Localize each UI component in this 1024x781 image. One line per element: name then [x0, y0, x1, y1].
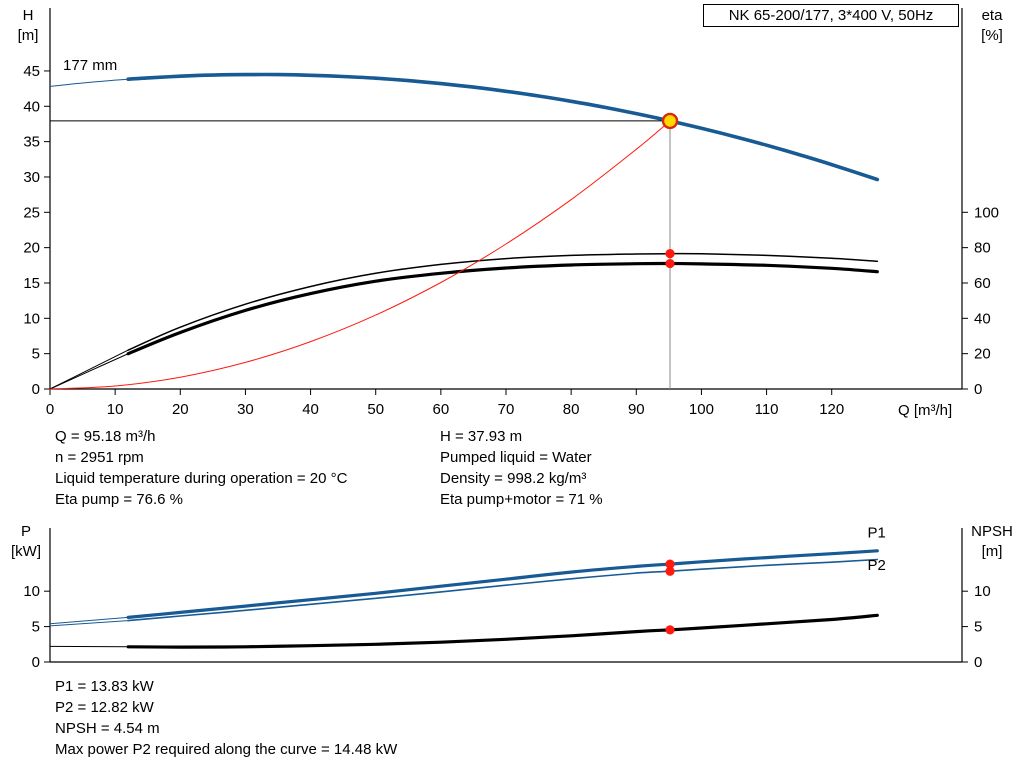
npsh-point — [665, 625, 675, 635]
pump-designation-box: NK 65-200/177, 3*400 V, 50Hz — [703, 4, 959, 27]
info-max-power: Max power P2 required along the curve = … — [55, 741, 398, 758]
qh-right-tick-label: 100 — [974, 204, 999, 221]
power-right-tick-label: 5 — [974, 619, 982, 636]
npsh-axis-label: NPSH — [971, 523, 1013, 540]
power-info: P1 = 13.83 kW P2 = 12.82 kW NPSH = 4.54 … — [55, 676, 397, 760]
eta-pump — [127, 252, 879, 351]
h-axis-unit: [m] — [17, 27, 39, 44]
power-right-tick-label: 10 — [974, 583, 991, 600]
info-liquid-temperature: Liquid temperature during operation = 20… — [55, 470, 348, 487]
power-left-tick-label: 10 — [23, 583, 40, 600]
info-head: H = 37.93 m — [440, 428, 523, 445]
qh-left-tick-label: 0 — [32, 381, 40, 398]
qh-x-tick-label: 30 — [237, 401, 254, 418]
info-eta-pump-motor: Eta pump+motor = 71 % — [440, 491, 603, 508]
p-axis-label: P — [20, 523, 31, 540]
npsh-axis-title: NPSH [m] — [964, 522, 1020, 562]
qh-right-tick-label: 0 — [974, 381, 982, 398]
p2-curve-thin — [49, 620, 129, 627]
qh-left-tick-label: 40 — [23, 98, 40, 115]
info-pumped-liquid: Pumped liquid = Water — [440, 449, 592, 466]
duty-info-right: H = 37.93 m Pumped liquid = Water Densit… — [440, 426, 603, 510]
qh-x-tick-label: 110 — [755, 401, 779, 418]
p1-curve — [126, 549, 879, 619]
info-speed: n = 2951 rpm — [55, 449, 144, 466]
info-npsh: NPSH = 4.54 m — [55, 720, 160, 737]
eta-pump-point — [665, 249, 675, 259]
qh-left-tick-label: 30 — [23, 169, 40, 186]
qh-x-tick-label: 80 — [563, 401, 580, 418]
qh-x-tick-label: 100 — [689, 401, 714, 418]
info-p1: P1 = 13.83 kW — [55, 678, 154, 695]
p1-curve-thin — [49, 616, 129, 625]
p-axis-title: P [kW] — [4, 522, 48, 562]
p1-point — [665, 559, 675, 569]
pump-curve-177mm-thin — [49, 78, 129, 87]
qh-x-tick-label: 20 — [172, 401, 189, 418]
p2-label: P2 — [868, 557, 886, 574]
qh-left-tick-label: 25 — [23, 204, 40, 221]
eta-axis-title: eta [%] — [968, 6, 1016, 46]
eta-axis-unit: [%] — [981, 27, 1003, 44]
p2-point — [665, 566, 675, 576]
qh-x-tick-label: 120 — [819, 401, 844, 418]
p1-label: P1 — [868, 524, 886, 541]
qh-right-tick-label: 80 — [974, 240, 991, 257]
qh-left-tick-label: 20 — [23, 240, 40, 257]
h-axis-label: H — [22, 7, 34, 24]
h-axis-title: H [m] — [8, 6, 48, 46]
power-left-tick-label: 0 — [32, 654, 40, 671]
info-flow: Q = 95.18 m³/h — [55, 428, 156, 445]
qh-left-tick-label: 10 — [23, 310, 40, 327]
eta-pump-motor — [126, 261, 879, 356]
eta-axis-label: eta — [981, 7, 1003, 24]
qh-left-tick-label: 45 — [23, 63, 40, 80]
npsh-curve — [126, 613, 879, 649]
npsh-axis-unit: [m] — [981, 543, 1003, 560]
qh-right-tick-label: 60 — [974, 275, 991, 292]
info-density: Density = 998.2 kg/m³ — [440, 470, 587, 487]
qh-right-tick-label: 20 — [974, 346, 991, 363]
duty-info-left: Q = 95.18 m³/h n = 2951 rpm Liquid tempe… — [55, 426, 347, 510]
eta-pump-motor-point — [665, 258, 675, 269]
system-curve — [49, 120, 671, 390]
qh-x-tick-label: 50 — [367, 401, 384, 418]
qh-x-tick-label: 70 — [498, 401, 515, 418]
info-eta-pump: Eta pump = 76.6 % — [55, 491, 183, 508]
info-p2: P2 = 12.82 kW — [55, 699, 154, 716]
qh-x-tick-label: 0 — [46, 401, 54, 418]
p2-curve — [127, 558, 879, 622]
qh-x-tick-label: 90 — [628, 401, 645, 418]
p-axis-unit: [kW] — [11, 543, 41, 560]
qh-x-tick-label: 10 — [107, 401, 124, 418]
qh-left-tick-label: 35 — [23, 134, 40, 151]
qh-x-tick-label: 60 — [433, 401, 450, 418]
eta-pump-motor-thin — [49, 353, 129, 390]
qh-left-tick-label: 5 — [32, 346, 40, 363]
qh-right-tick-label: 40 — [974, 310, 991, 327]
q-axis-title: Q [m³/h] — [898, 402, 953, 419]
duty-point[interactable] — [661, 112, 679, 130]
power-right-tick-label: 0 — [974, 654, 982, 671]
impeller-diameter-label: 177 mm — [63, 57, 117, 74]
power-left-tick-label: 5 — [32, 619, 40, 636]
qh-x-tick-label: 40 — [302, 401, 319, 418]
qh-left-tick-label: 15 — [23, 275, 40, 292]
pump-curve-177mm — [126, 72, 880, 182]
